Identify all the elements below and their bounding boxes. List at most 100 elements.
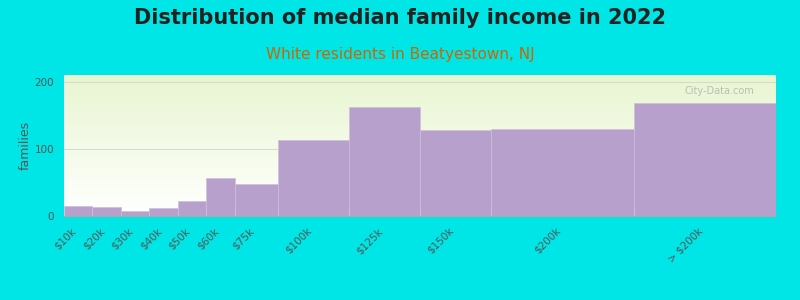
Bar [64, 185, 776, 186]
Bar [64, 158, 776, 160]
Bar [64, 83, 776, 85]
Bar [634, 103, 776, 216]
Bar [64, 136, 776, 137]
Bar [64, 110, 776, 112]
Bar [64, 209, 776, 210]
Bar [64, 162, 776, 164]
Bar [64, 143, 776, 144]
Bar [64, 155, 776, 157]
Bar [64, 165, 776, 166]
Bar [64, 107, 776, 109]
Bar [64, 171, 776, 172]
Bar [64, 103, 776, 105]
Bar [64, 206, 93, 216]
Bar [64, 148, 776, 150]
Bar [64, 150, 776, 151]
Bar [64, 169, 776, 171]
Bar [64, 106, 776, 107]
Bar [64, 127, 776, 129]
Bar [64, 112, 776, 113]
Bar [64, 198, 776, 199]
Bar [64, 151, 776, 152]
Bar [235, 184, 278, 216]
Bar [64, 144, 776, 146]
Bar [64, 188, 776, 189]
Bar [64, 126, 776, 127]
Bar [64, 206, 776, 208]
Bar [64, 210, 776, 212]
Bar [64, 213, 776, 214]
Bar [64, 85, 776, 86]
Bar [64, 172, 776, 174]
Bar [64, 102, 776, 103]
Bar [64, 164, 776, 165]
Bar [64, 194, 776, 195]
Bar [64, 116, 776, 117]
Bar [64, 203, 776, 205]
Bar [64, 192, 776, 194]
Bar [64, 146, 776, 147]
Bar [349, 106, 420, 216]
Bar [93, 207, 121, 216]
Bar [64, 117, 776, 119]
Bar [64, 178, 776, 179]
Bar [64, 160, 776, 161]
Bar [64, 200, 776, 202]
Bar [64, 130, 776, 131]
Bar [64, 208, 776, 209]
Bar [64, 199, 776, 200]
Bar [64, 147, 776, 148]
Bar [64, 88, 776, 89]
Bar [64, 115, 776, 116]
Bar [64, 205, 776, 206]
Bar [64, 154, 776, 155]
Bar [64, 182, 776, 184]
Bar [64, 124, 776, 126]
Bar [64, 179, 776, 181]
Bar [64, 105, 776, 106]
Bar [64, 86, 776, 88]
Bar [64, 93, 776, 95]
Bar [278, 140, 349, 216]
Bar [64, 141, 776, 143]
Bar [178, 201, 206, 216]
Bar [64, 134, 776, 136]
Bar [64, 212, 776, 213]
Bar [64, 131, 776, 133]
Bar [64, 113, 776, 115]
Bar [64, 89, 776, 91]
Bar [64, 152, 776, 154]
Bar [150, 208, 178, 216]
Bar [64, 99, 776, 100]
Bar [64, 202, 776, 203]
Bar [64, 129, 776, 130]
Bar [64, 98, 776, 99]
Bar [64, 137, 776, 138]
Bar [64, 120, 776, 122]
Bar [64, 157, 776, 158]
Bar [64, 189, 776, 190]
Bar [64, 78, 776, 79]
Bar [64, 186, 776, 188]
Bar [64, 79, 776, 81]
Bar [64, 176, 776, 178]
Bar [64, 81, 776, 82]
Bar [64, 76, 776, 78]
Bar [64, 174, 776, 175]
Bar [64, 196, 776, 198]
Bar [64, 175, 776, 176]
Bar [64, 195, 776, 196]
Bar [64, 190, 776, 192]
Text: Distribution of median family income in 2022: Distribution of median family income in … [134, 8, 666, 28]
Bar [64, 100, 776, 102]
Bar [64, 184, 776, 185]
Bar [64, 95, 776, 96]
Bar [64, 92, 776, 93]
Bar [64, 168, 776, 170]
Bar [64, 167, 776, 168]
Bar [64, 181, 776, 182]
Bar [206, 178, 235, 216]
Bar [64, 109, 776, 110]
Text: City-Data.com: City-Data.com [685, 86, 754, 96]
Bar [121, 211, 150, 216]
